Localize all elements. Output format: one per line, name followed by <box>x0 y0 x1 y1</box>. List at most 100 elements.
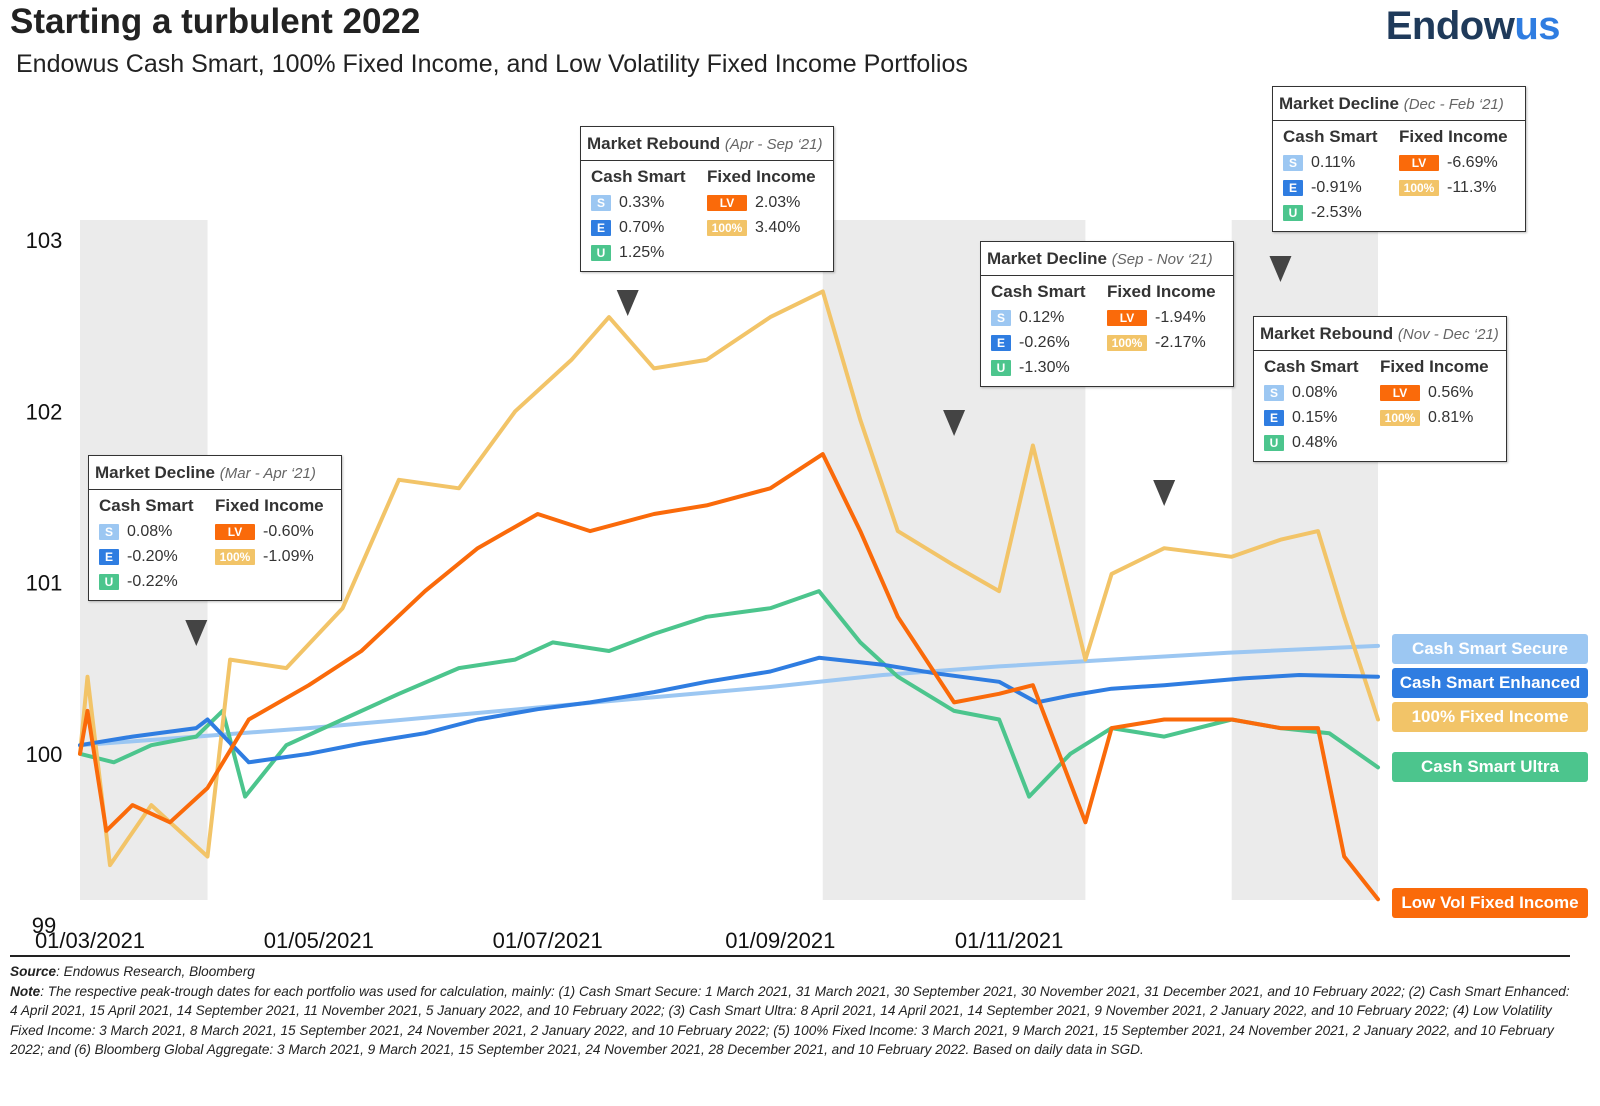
y-tick-label: 102 <box>26 399 63 424</box>
value-100: 0.81% <box>1428 408 1474 426</box>
logo-text-main: Endow <box>1385 4 1515 48</box>
annotation-box: Market Rebound (Apr - Sep ‘21) Cash Smar… <box>580 126 834 272</box>
y-tick-label: 103 <box>26 228 63 253</box>
value-e: -0.91% <box>1311 178 1362 196</box>
y-axis-ticks: 99 100 101 102 103 <box>26 228 63 938</box>
annotation-title: Market Decline <box>1279 94 1399 113</box>
cash-smart-heading: Cash Smart <box>99 496 194 515</box>
tag-100: 100% <box>1399 179 1439 196</box>
y-tick-label: 101 <box>26 571 63 596</box>
value-lv: -6.69% <box>1447 153 1498 171</box>
tag-lv: LV <box>707 194 747 211</box>
value-s: 0.33% <box>619 193 665 211</box>
note-text: : The respective peak-trough dates for e… <box>10 983 1570 1058</box>
fixed-income-heading: Fixed Income <box>1107 282 1216 301</box>
tag-u: U <box>1264 434 1284 451</box>
tag-100: 100% <box>707 219 747 236</box>
annotation-header: Market Rebound (Nov - Dec ‘21) <box>1254 317 1506 351</box>
legend-cash-smart-enhanced: Cash Smart Enhanced <box>1392 668 1588 698</box>
series-line-cash-smart-enhanced <box>78 655 1380 765</box>
x-tick-label: 01/07/2021 <box>493 928 603 953</box>
tag-u: U <box>991 359 1011 376</box>
note-line: Note: The respective peak-trough dates f… <box>10 982 1570 1060</box>
tag-e: E <box>1264 409 1284 426</box>
tag-s: S <box>591 194 611 211</box>
tag-lv: LV <box>1399 154 1439 171</box>
endowus-logo: Endowus <box>1385 4 1561 49</box>
fixed-income-heading: Fixed Income <box>707 167 816 186</box>
fixed-income-heading: Fixed Income <box>215 496 324 515</box>
period-markers <box>185 256 1292 646</box>
annotation-period: (Apr - Sep ‘21) <box>724 136 823 153</box>
value-100: -2.17% <box>1155 333 1206 351</box>
source-line: Source: Endowus Research, Bloomberg <box>10 962 1570 982</box>
series-lines <box>78 289 1380 902</box>
period-marker-icon <box>185 620 208 646</box>
x-tick-label: 01/11/2021 <box>955 928 1063 953</box>
tag-lv: LV <box>1380 384 1420 401</box>
value-u: -2.53% <box>1311 203 1362 221</box>
value-e: 0.15% <box>1292 408 1338 426</box>
value-s: 0.08% <box>1292 383 1338 401</box>
value-lv: 0.56% <box>1428 383 1474 401</box>
value-e: -0.20% <box>127 547 178 565</box>
cash-smart-heading: Cash Smart <box>591 167 686 186</box>
value-s: 0.11% <box>1311 153 1356 171</box>
tag-100: 100% <box>1380 409 1420 426</box>
tag-lv: LV <box>1107 309 1147 326</box>
tag-lv: LV <box>215 523 255 540</box>
series-line-cash-smart-ultra <box>78 589 1380 799</box>
x-axis-ticks: 01/03/2021 01/05/2021 01/07/2021 01/09/2021… <box>35 928 1063 953</box>
x-tick-label: 01/05/2021 <box>264 928 374 953</box>
annotation-period: (Dec - Feb ‘21) <box>1403 96 1504 113</box>
source-note: Source: Endowus Research, Bloomberg Note… <box>10 962 1570 1060</box>
tag-e: E <box>991 334 1011 351</box>
annotation-title: Market Rebound <box>587 134 721 153</box>
logo-text-accent: us <box>1514 4 1560 48</box>
series-line-low-vol-fixed-income <box>78 452 1380 902</box>
value-u: 1.25% <box>619 243 665 261</box>
cash-smart-heading: Cash Smart <box>991 282 1086 301</box>
y-tick-label: 100 <box>26 742 63 767</box>
tag-s: S <box>99 523 119 540</box>
tag-u: U <box>1283 204 1303 221</box>
value-100: -11.3% <box>1447 178 1497 196</box>
cash-smart-heading: Cash Smart <box>1264 357 1359 376</box>
tag-e: E <box>99 548 119 565</box>
annotation-header: Market Decline (Dec - Feb ‘21) <box>1273 87 1525 121</box>
tag-s: S <box>991 309 1011 326</box>
value-100: 3.40% <box>755 218 801 236</box>
tag-u: U <box>99 573 119 590</box>
period-marker-icon <box>1269 256 1292 282</box>
value-100: -1.09% <box>263 547 314 565</box>
period-marker-icon <box>616 290 639 316</box>
chart-title: Starting a turbulent 2022 <box>10 2 421 41</box>
legend-100-fixed-income: 100% Fixed Income <box>1392 702 1588 732</box>
legend-low-vol-fixed-income: Low Vol Fixed Income <box>1392 888 1588 918</box>
value-s: 0.12% <box>1019 308 1065 326</box>
value-u: -1.30% <box>1019 358 1070 376</box>
annotation-title: Market Rebound <box>1260 324 1394 343</box>
cash-smart-heading: Cash Smart <box>1283 127 1378 146</box>
value-lv: 2.03% <box>755 193 801 211</box>
x-tick-label: 01/09/2021 <box>725 928 835 953</box>
annotation-title: Market Decline <box>95 463 215 482</box>
fixed-income-heading: Fixed Income <box>1399 127 1508 146</box>
period-marker-icon <box>1153 480 1176 506</box>
tag-e: E <box>1283 179 1303 196</box>
value-e: 0.70% <box>619 218 665 236</box>
fixed-income-heading: Fixed Income <box>1380 357 1489 376</box>
x-tick-label: 01/03/2021 <box>35 928 145 953</box>
annotation-box: Market Rebound (Nov - Dec ‘21) Cash Smar… <box>1253 316 1507 462</box>
annotation-box: Market Decline (Sep - Nov ‘21) Cash Smar… <box>980 241 1234 387</box>
value-e: -0.26% <box>1019 333 1070 351</box>
legend-cash-smart-secure: Cash Smart Secure <box>1392 634 1588 664</box>
tag-e: E <box>591 219 611 236</box>
annotation-period: (Sep - Nov ‘21) <box>1111 251 1213 268</box>
annotation-period: (Mar - Apr ‘21) <box>219 465 316 482</box>
value-lv: -0.60% <box>263 522 314 540</box>
note-label: Note <box>10 983 41 999</box>
annotation-title: Market Decline <box>987 249 1107 268</box>
value-u: -0.22% <box>127 572 178 590</box>
tag-100: 100% <box>1107 334 1147 351</box>
